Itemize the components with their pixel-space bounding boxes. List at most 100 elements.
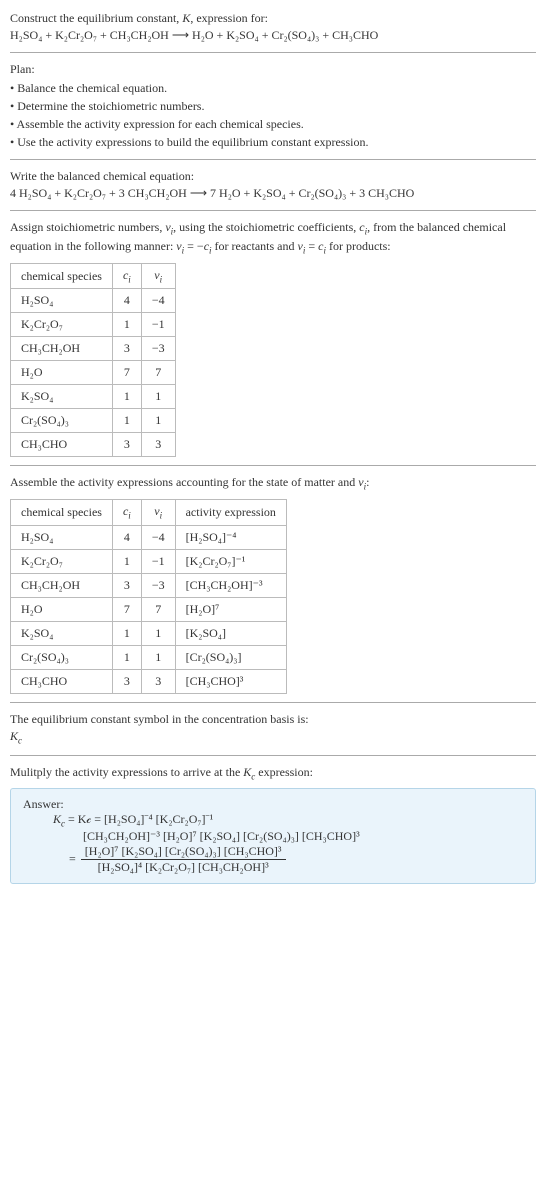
cell-activity: [CH₃CHO]³: [175, 669, 286, 693]
activity-section: Assemble the activity expressions accoun…: [10, 474, 536, 693]
cell-species: H₂SO₄: [11, 289, 113, 313]
col-vi: νi: [141, 263, 175, 288]
cell-ci: 1: [112, 621, 141, 645]
divider: [10, 210, 536, 211]
table-header-row: chemical species ci νi: [11, 263, 176, 288]
cell-species: CH₃CHO: [11, 669, 113, 693]
table-row: CH₃CH₂OH3−3: [11, 337, 176, 361]
cell-species: H₂SO₄: [11, 525, 113, 549]
cell-vi: 3: [141, 669, 175, 693]
symbol-heading: The equilibrium constant symbol in the c…: [10, 711, 536, 728]
cell-vi: −4: [141, 525, 175, 549]
kc-fraction-line: = [H₂O]⁷ [K₂SO₄] [Cr₂(SO₄)₃] [CH₃CHO]³ […: [53, 844, 523, 875]
divider: [10, 755, 536, 756]
table-row: CH₃CH₂OH3−3[CH₃CH₂OH]⁻³: [11, 573, 287, 597]
table-row: K₂SO₄11: [11, 385, 176, 409]
table-row: K₂SO₄11[K₂SO₄]: [11, 621, 287, 645]
cell-activity: [K₂SO₄]: [175, 621, 286, 645]
answer-label: Answer:: [23, 797, 523, 812]
answer-box: Answer: Kc = K𝒸 = [H₂SO₄]⁻⁴ [K₂Cr₂O₇]⁻¹ …: [10, 788, 536, 883]
col-species: chemical species: [11, 500, 113, 525]
cell-vi: −3: [141, 573, 175, 597]
stoich-table: chemical species ci νi H₂SO₄4−4 K₂Cr₂O₇1…: [10, 263, 176, 457]
symbol-section: The equilibrium constant symbol in the c…: [10, 711, 536, 747]
table-row: Cr₂(SO₄)₃11[Cr₂(SO₄)₃]: [11, 645, 287, 669]
col-vi: νi: [141, 500, 175, 525]
cell-activity: [H₂O]⁷: [175, 597, 286, 621]
table-row: K₂Cr₂O₇1−1[K₂Cr₂O₇]⁻¹: [11, 549, 287, 573]
cell-species: K₂SO₄: [11, 621, 113, 645]
cell-activity: [K₂Cr₂O₇]⁻¹: [175, 549, 286, 573]
table-row: H₂SO₄4−4[H₂SO₄]⁻⁴: [11, 525, 287, 549]
stoich-section: Assign stoichiometric numbers, νi, using…: [10, 219, 536, 457]
cell-species: CH₃CH₂OH: [11, 337, 113, 361]
table-row: Cr₂(SO₄)₃11: [11, 409, 176, 433]
divider: [10, 159, 536, 160]
cell-vi: 1: [141, 409, 175, 433]
kc-fraction: [H₂O]⁷ [K₂SO₄] [Cr₂(SO₄)₃] [CH₃CHO]³ [H₂…: [79, 844, 288, 875]
answer-body: Kc = K𝒸 = [H₂SO₄]⁻⁴ [K₂Cr₂O₇]⁻¹ [CH₃CH₂O…: [23, 812, 523, 874]
multiply-section: Mulitply the activity expressions to arr…: [10, 764, 536, 884]
cell-ci: 3: [112, 669, 141, 693]
table-row: K₂Cr₂O₇1−1: [11, 313, 176, 337]
prompt-equation: H₂SO₄ + K₂Cr₂O₇ + CH₃CH₂OH ⟶ H₂O + K₂SO₄…: [10, 27, 536, 44]
prompt-section: Construct the equilibrium constant, K, e…: [10, 10, 536, 44]
cell-ci: 1: [112, 313, 141, 337]
cell-species: H₂O: [11, 361, 113, 385]
stoich-heading: Assign stoichiometric numbers, νi, using…: [10, 219, 536, 257]
cell-vi: −3: [141, 337, 175, 361]
kc-expression-line2: [CH₃CH₂OH]⁻³ [H₂O]⁷ [K₂SO₄] [Cr₂(SO₄)₃] …: [53, 829, 523, 844]
divider: [10, 52, 536, 53]
cell-vi: −4: [141, 289, 175, 313]
table-row: H₂O77[H₂O]⁷: [11, 597, 287, 621]
col-ci: ci: [112, 263, 141, 288]
cell-species: K₂SO₄: [11, 385, 113, 409]
col-activity: activity expression: [175, 500, 286, 525]
cell-vi: 1: [141, 645, 175, 669]
cell-ci: 1: [112, 645, 141, 669]
plan-item: • Assemble the activity expression for e…: [10, 115, 536, 133]
cell-activity: [CH₃CH₂OH]⁻³: [175, 573, 286, 597]
cell-ci: 7: [112, 361, 141, 385]
cell-species: Cr₂(SO₄)₃: [11, 409, 113, 433]
cell-ci: 1: [112, 549, 141, 573]
cell-ci: 4: [112, 525, 141, 549]
table-header-row: chemical species ci νi activity expressi…: [11, 500, 287, 525]
cell-ci: 3: [112, 573, 141, 597]
plan-section: Plan: • Balance the chemical equation. •…: [10, 61, 536, 152]
kc-numerator: [H₂O]⁷ [K₂SO₄] [Cr₂(SO₄)₃] [CH₃CHO]³: [81, 844, 286, 860]
cell-species: H₂O: [11, 597, 113, 621]
cell-activity: [H₂SO₄]⁻⁴: [175, 525, 286, 549]
prompt-title: Construct the equilibrium constant, K, e…: [10, 10, 536, 27]
table-row: H₂O77: [11, 361, 176, 385]
balanced-heading: Write the balanced chemical equation:: [10, 168, 536, 185]
balanced-equation: 4 H₂SO₄ + K₂Cr₂O₇ + 3 CH₃CH₂OH ⟶ 7 H₂O +…: [10, 185, 536, 202]
cell-vi: 1: [141, 385, 175, 409]
kc-expression-line1: Kc = K𝒸 = [H₂SO₄]⁻⁴ [K₂Cr₂O₇]⁻¹: [53, 812, 523, 828]
cell-vi: −1: [141, 313, 175, 337]
cell-ci: 1: [112, 409, 141, 433]
table-row: CH₃CHO33[CH₃CHO]³: [11, 669, 287, 693]
table-row: CH₃CHO33: [11, 433, 176, 457]
plan-heading: Plan:: [10, 61, 536, 78]
cell-species: K₂Cr₂O₇: [11, 549, 113, 573]
cell-ci: 3: [112, 337, 141, 361]
cell-ci: 3: [112, 433, 141, 457]
cell-vi: −1: [141, 549, 175, 573]
cell-ci: 1: [112, 385, 141, 409]
multiply-heading: Mulitply the activity expressions to arr…: [10, 764, 536, 783]
cell-activity: [Cr₂(SO₄)₃]: [175, 645, 286, 669]
cell-vi: 7: [141, 597, 175, 621]
plan-list: • Balance the chemical equation. • Deter…: [10, 79, 536, 151]
cell-species: K₂Cr₂O₇: [11, 313, 113, 337]
cell-vi: 1: [141, 621, 175, 645]
plan-item: • Balance the chemical equation.: [10, 79, 536, 97]
table-row: H₂SO₄4−4: [11, 289, 176, 313]
col-ci: ci: [112, 500, 141, 525]
activity-heading: Assemble the activity expressions accoun…: [10, 474, 536, 493]
activity-table: chemical species ci νi activity expressi…: [10, 499, 287, 693]
kc-denominator: [H₂SO₄]⁴ [K₂Cr₂O₇] [CH₃CH₂OH]³: [81, 860, 286, 875]
balanced-section: Write the balanced chemical equation: 4 …: [10, 168, 536, 202]
cell-species: CH₃CH₂OH: [11, 573, 113, 597]
cell-vi: 7: [141, 361, 175, 385]
